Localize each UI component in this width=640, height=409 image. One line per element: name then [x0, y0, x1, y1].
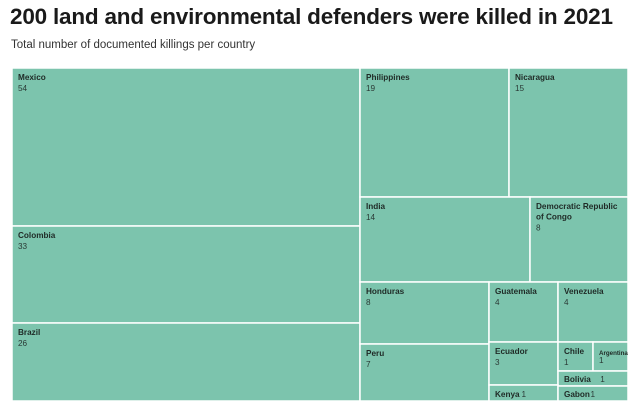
tile-value-india: 14 [366, 213, 376, 222]
tile-label-chile: Chile [564, 347, 584, 356]
tile-label-philippines: Philippines [366, 73, 410, 82]
tile-label-mexico: Mexico [18, 73, 46, 82]
tile-label-democratic-republic-of-congo: Democratic Republic of Congo [536, 202, 618, 222]
tile-label-kenya: Kenya [495, 390, 520, 399]
tile-value-chile: 1 [564, 358, 569, 367]
treemap-tile-chile[interactable]: Chile 1 [557, 341, 594, 372]
treemap-tile-brazil[interactable]: Brazil 26 [11, 322, 361, 402]
tile-value-democratic-republic-of-congo: 8 [536, 224, 541, 233]
tile-value-brazil: 26 [18, 339, 28, 348]
tile-rect-democratic-republic-of-congo [529, 196, 629, 283]
treemap-tile-bolivia[interactable]: Bolivia 1 [557, 370, 629, 387]
tile-label-nicaragua: Nicaragua [515, 73, 555, 82]
chart-subtitle: Total number of documented killings per … [11, 39, 256, 51]
tile-rect-india [359, 196, 531, 283]
chart-title: 200 land and environmental defenders wer… [10, 4, 613, 29]
tile-label-venezuela: Venezuela [564, 287, 604, 296]
treemap-tile-guatemala[interactable]: Guatemala 4 [488, 281, 559, 343]
tile-label-ecuador: Ecuador [495, 347, 529, 356]
tile-rect-mexico [11, 67, 361, 227]
treemap-tile-honduras[interactable]: Honduras 8 [359, 281, 490, 345]
tile-value-nicaragua: 15 [515, 84, 525, 93]
tile-label-india: India [366, 202, 386, 211]
tile-label-bolivia: Bolivia [564, 375, 591, 384]
tile-value-peru: 7 [366, 360, 371, 369]
tile-label-peru: Peru [366, 349, 384, 358]
tile-value-honduras: 8 [366, 298, 371, 307]
tile-value-colombia: 33 [18, 242, 28, 251]
tile-label-brazil: Brazil [18, 328, 40, 337]
treemap-tile-peru[interactable]: Peru 7 [359, 343, 490, 402]
tile-label-guatemala: Guatemala [495, 287, 537, 296]
tile-value-bolivia: 1 [600, 375, 605, 384]
tile-value-ecuador: 3 [495, 358, 500, 367]
tile-rect-venezuela [557, 281, 629, 343]
treemap-tile-venezuela[interactable]: Venezuela 4 [557, 281, 629, 343]
tile-rect-argentina [592, 341, 629, 372]
tile-value-argentina: 1 [599, 356, 604, 365]
tile-value-philippines: 19 [366, 84, 376, 93]
tile-rect-gabon [557, 385, 629, 402]
tile-label-colombia: Colombia [18, 231, 56, 240]
tile-rect-nicaragua [508, 67, 629, 198]
tile-rect-philippines [359, 67, 510, 198]
treemap-tile-colombia[interactable]: Colombia 33 [11, 225, 361, 324]
tile-value-gabon: 1 [591, 390, 596, 399]
treemap-tile-mexico[interactable]: Mexico 54 [11, 67, 361, 227]
tile-label-gabon: Gabon [564, 390, 590, 399]
tile-label-honduras: Honduras [366, 287, 405, 296]
tile-label-argentina: Argentina [599, 350, 628, 357]
tile-value-venezuela: 4 [564, 298, 569, 307]
tile-value-guatemala: 4 [495, 298, 500, 307]
tile-value-kenya: 1 [522, 390, 527, 399]
treemap-tile-democratic-republic-of-congo[interactable]: Democratic Republic of Congo 8 [529, 196, 629, 283]
treemap-tile-india[interactable]: India 14 [359, 196, 531, 283]
tile-value-mexico: 54 [18, 84, 28, 93]
treemap-tile-gabon[interactable]: Gabon 1 [557, 385, 629, 402]
treemap-tile-kenya[interactable]: Kenya 1 [488, 384, 559, 402]
tile-rect-colombia [11, 225, 361, 324]
treemap-tile-ecuador[interactable]: Ecuador 3 [488, 341, 559, 386]
treemap-tile-nicaragua[interactable]: Nicaragua 15 [508, 67, 629, 198]
treemap-tile-philippines[interactable]: Philippines 19 [359, 67, 510, 198]
tile-rect-brazil [11, 322, 361, 402]
